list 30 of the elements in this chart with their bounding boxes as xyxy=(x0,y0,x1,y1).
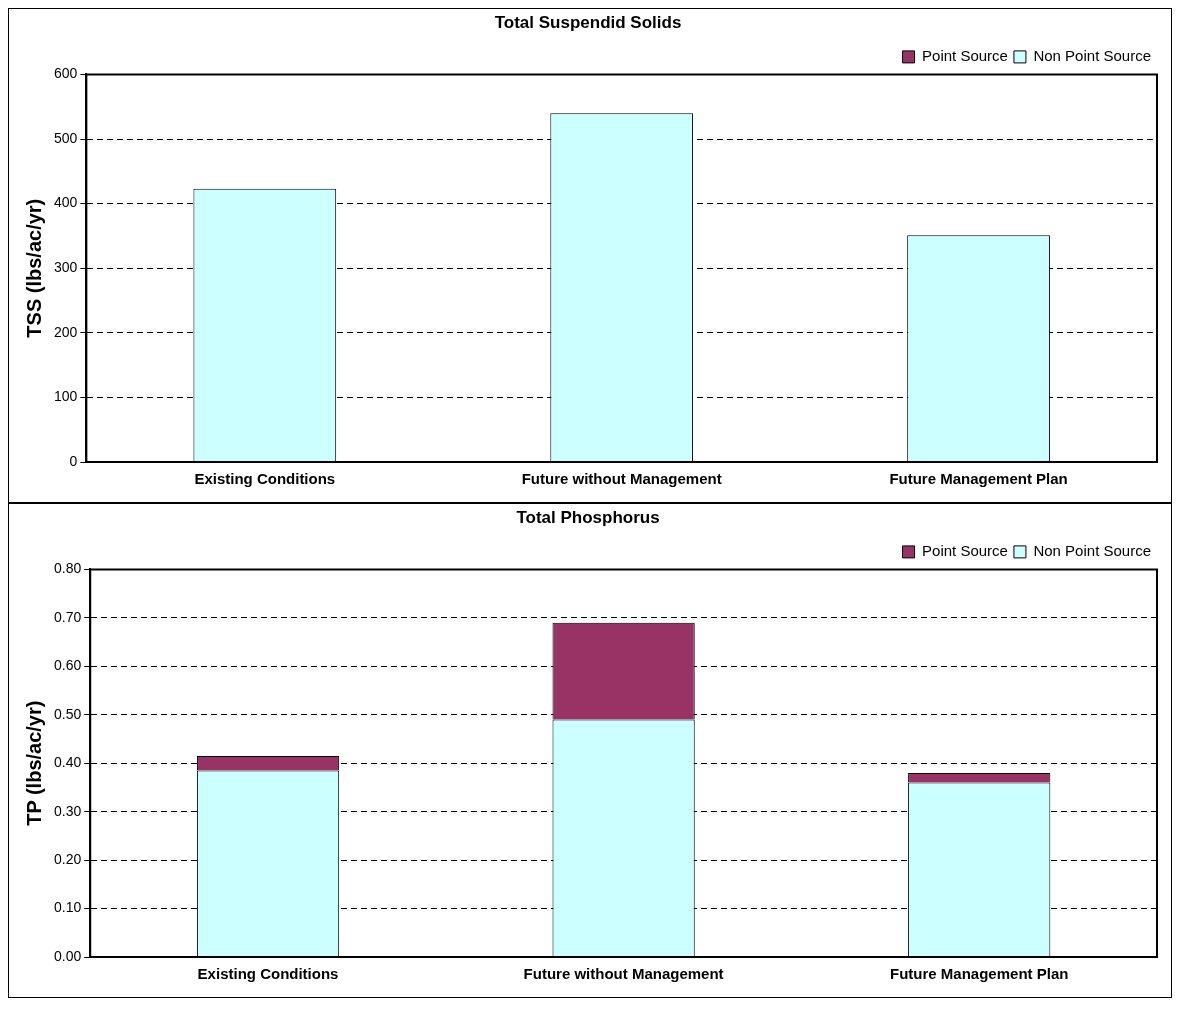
y-tick-label: 0.80 xyxy=(54,560,82,577)
x-tick-label: Future without Management xyxy=(521,470,722,488)
y-tick-label: 100 xyxy=(54,388,78,405)
legend-label: Non Point Source xyxy=(1033,542,1152,560)
y-axis-title: TSS (lbs/ac/yr) xyxy=(22,198,45,338)
y-tick-label: 400 xyxy=(54,194,78,211)
y-tick-label: 0.40 xyxy=(54,754,82,771)
legend-label: Point Source xyxy=(922,47,1008,65)
chart-title: Total Suspendid Solids xyxy=(494,12,682,32)
x-tick-label: Future without Management xyxy=(523,965,724,983)
y-tick-label: 500 xyxy=(54,129,78,146)
y-tick-label: 300 xyxy=(54,259,78,276)
y-tick-label: 0.60 xyxy=(54,657,82,674)
y-tick-label: 0.10 xyxy=(54,899,82,916)
x-tick-label: Future Management Plan xyxy=(890,965,1069,983)
x-tick-label: Existing Conditions xyxy=(197,965,339,983)
x-tick-label: Existing Conditions xyxy=(194,470,336,488)
legend-label: Non Point Source xyxy=(1033,47,1152,65)
y-tick-label: 0 xyxy=(69,452,78,469)
legend-label: Point Source xyxy=(922,542,1008,560)
y-tick-label: 0.30 xyxy=(54,802,82,819)
y-axis-title: TP (lbs/ac/yr) xyxy=(22,700,45,826)
y-tick-label: 0.70 xyxy=(54,608,82,625)
y-tick-label: 200 xyxy=(54,323,78,340)
y-tick-label: 0.20 xyxy=(54,850,82,867)
y-tick-label: 600 xyxy=(54,65,78,82)
x-tick-label: Future Management Plan xyxy=(889,470,1068,488)
chart-title: Total Phosphorus xyxy=(516,507,660,527)
y-tick-label: 0.50 xyxy=(54,705,82,722)
y-tick-label: 0.00 xyxy=(54,947,82,964)
